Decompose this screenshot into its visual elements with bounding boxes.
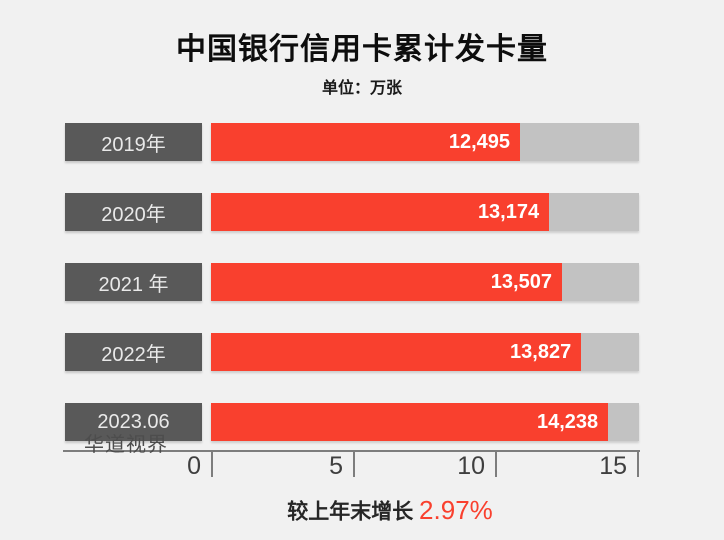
bar-fill: 14,238 xyxy=(211,403,609,441)
x-axis-tick xyxy=(495,450,497,477)
bar-value-label: 13,507 xyxy=(490,270,552,293)
bar-row-2019: 2019年 12,495 xyxy=(65,123,640,161)
x-axis-tick-label: 15 xyxy=(599,452,627,480)
bar-row-2020: 2020年 13,174 xyxy=(65,193,640,231)
chart-title: 中国银行信用卡累计发卡量 xyxy=(176,33,548,66)
bar-value-label: 14,238 xyxy=(537,410,599,433)
bar-row-2022: 2022年 13,827 xyxy=(65,333,640,371)
x-axis-tick xyxy=(637,450,639,477)
bar-value-label: 12,495 xyxy=(448,130,511,153)
bar-value-label: 13,827 xyxy=(510,340,572,363)
x-axis-line xyxy=(63,450,640,452)
bar-row-2023-06: 2023.06 14,238 xyxy=(65,403,640,441)
bar-fill: 13,507 xyxy=(211,263,562,301)
category-label-box: 2021 年 xyxy=(65,263,202,301)
x-axis: 0 5 10 15 xyxy=(63,450,640,480)
watermark: 华道视界 xyxy=(84,434,168,456)
category-label: 2022年 xyxy=(101,343,166,366)
category-label-box: 2019年 xyxy=(65,123,202,161)
growth-note: 较上年末增长 2.97% xyxy=(0,495,724,526)
bar-track: 13,507 xyxy=(211,263,639,301)
bar-fill: 13,174 xyxy=(211,193,550,231)
category-label-box: 2023.06 xyxy=(65,403,202,441)
category-label: 2023.06 xyxy=(97,410,170,433)
x-axis-tick-label: 0 xyxy=(187,452,201,480)
x-axis-tick xyxy=(353,450,355,477)
category-label: 2019年 xyxy=(101,133,166,156)
category-label: 2020年 xyxy=(101,203,166,226)
category-label-box: 2020年 xyxy=(65,193,202,231)
bar-track: 14,238 xyxy=(211,403,639,441)
growth-percentage: 2.97% xyxy=(419,495,493,525)
bar-value-label: 13,174 xyxy=(477,200,540,223)
chart-unit-label: 单位：万张 xyxy=(321,80,402,97)
bar-row-2021: 2021 年 13,507 xyxy=(65,263,640,301)
bar-fill: 12,495 xyxy=(211,123,521,161)
x-axis-tick xyxy=(211,450,213,477)
bar-track: 12,495 xyxy=(211,123,639,161)
x-axis-tick-label: 10 xyxy=(457,452,485,480)
x-axis-tick-label: 5 xyxy=(329,452,343,480)
bar-track: 13,827 xyxy=(211,333,639,371)
category-label-box: 2022年 xyxy=(65,333,202,371)
bar-fill: 13,827 xyxy=(211,333,582,371)
growth-note-text: 较上年末增长 xyxy=(287,500,420,524)
bar-track: 13,174 xyxy=(211,193,639,231)
category-label: 2021 年 xyxy=(98,273,169,296)
